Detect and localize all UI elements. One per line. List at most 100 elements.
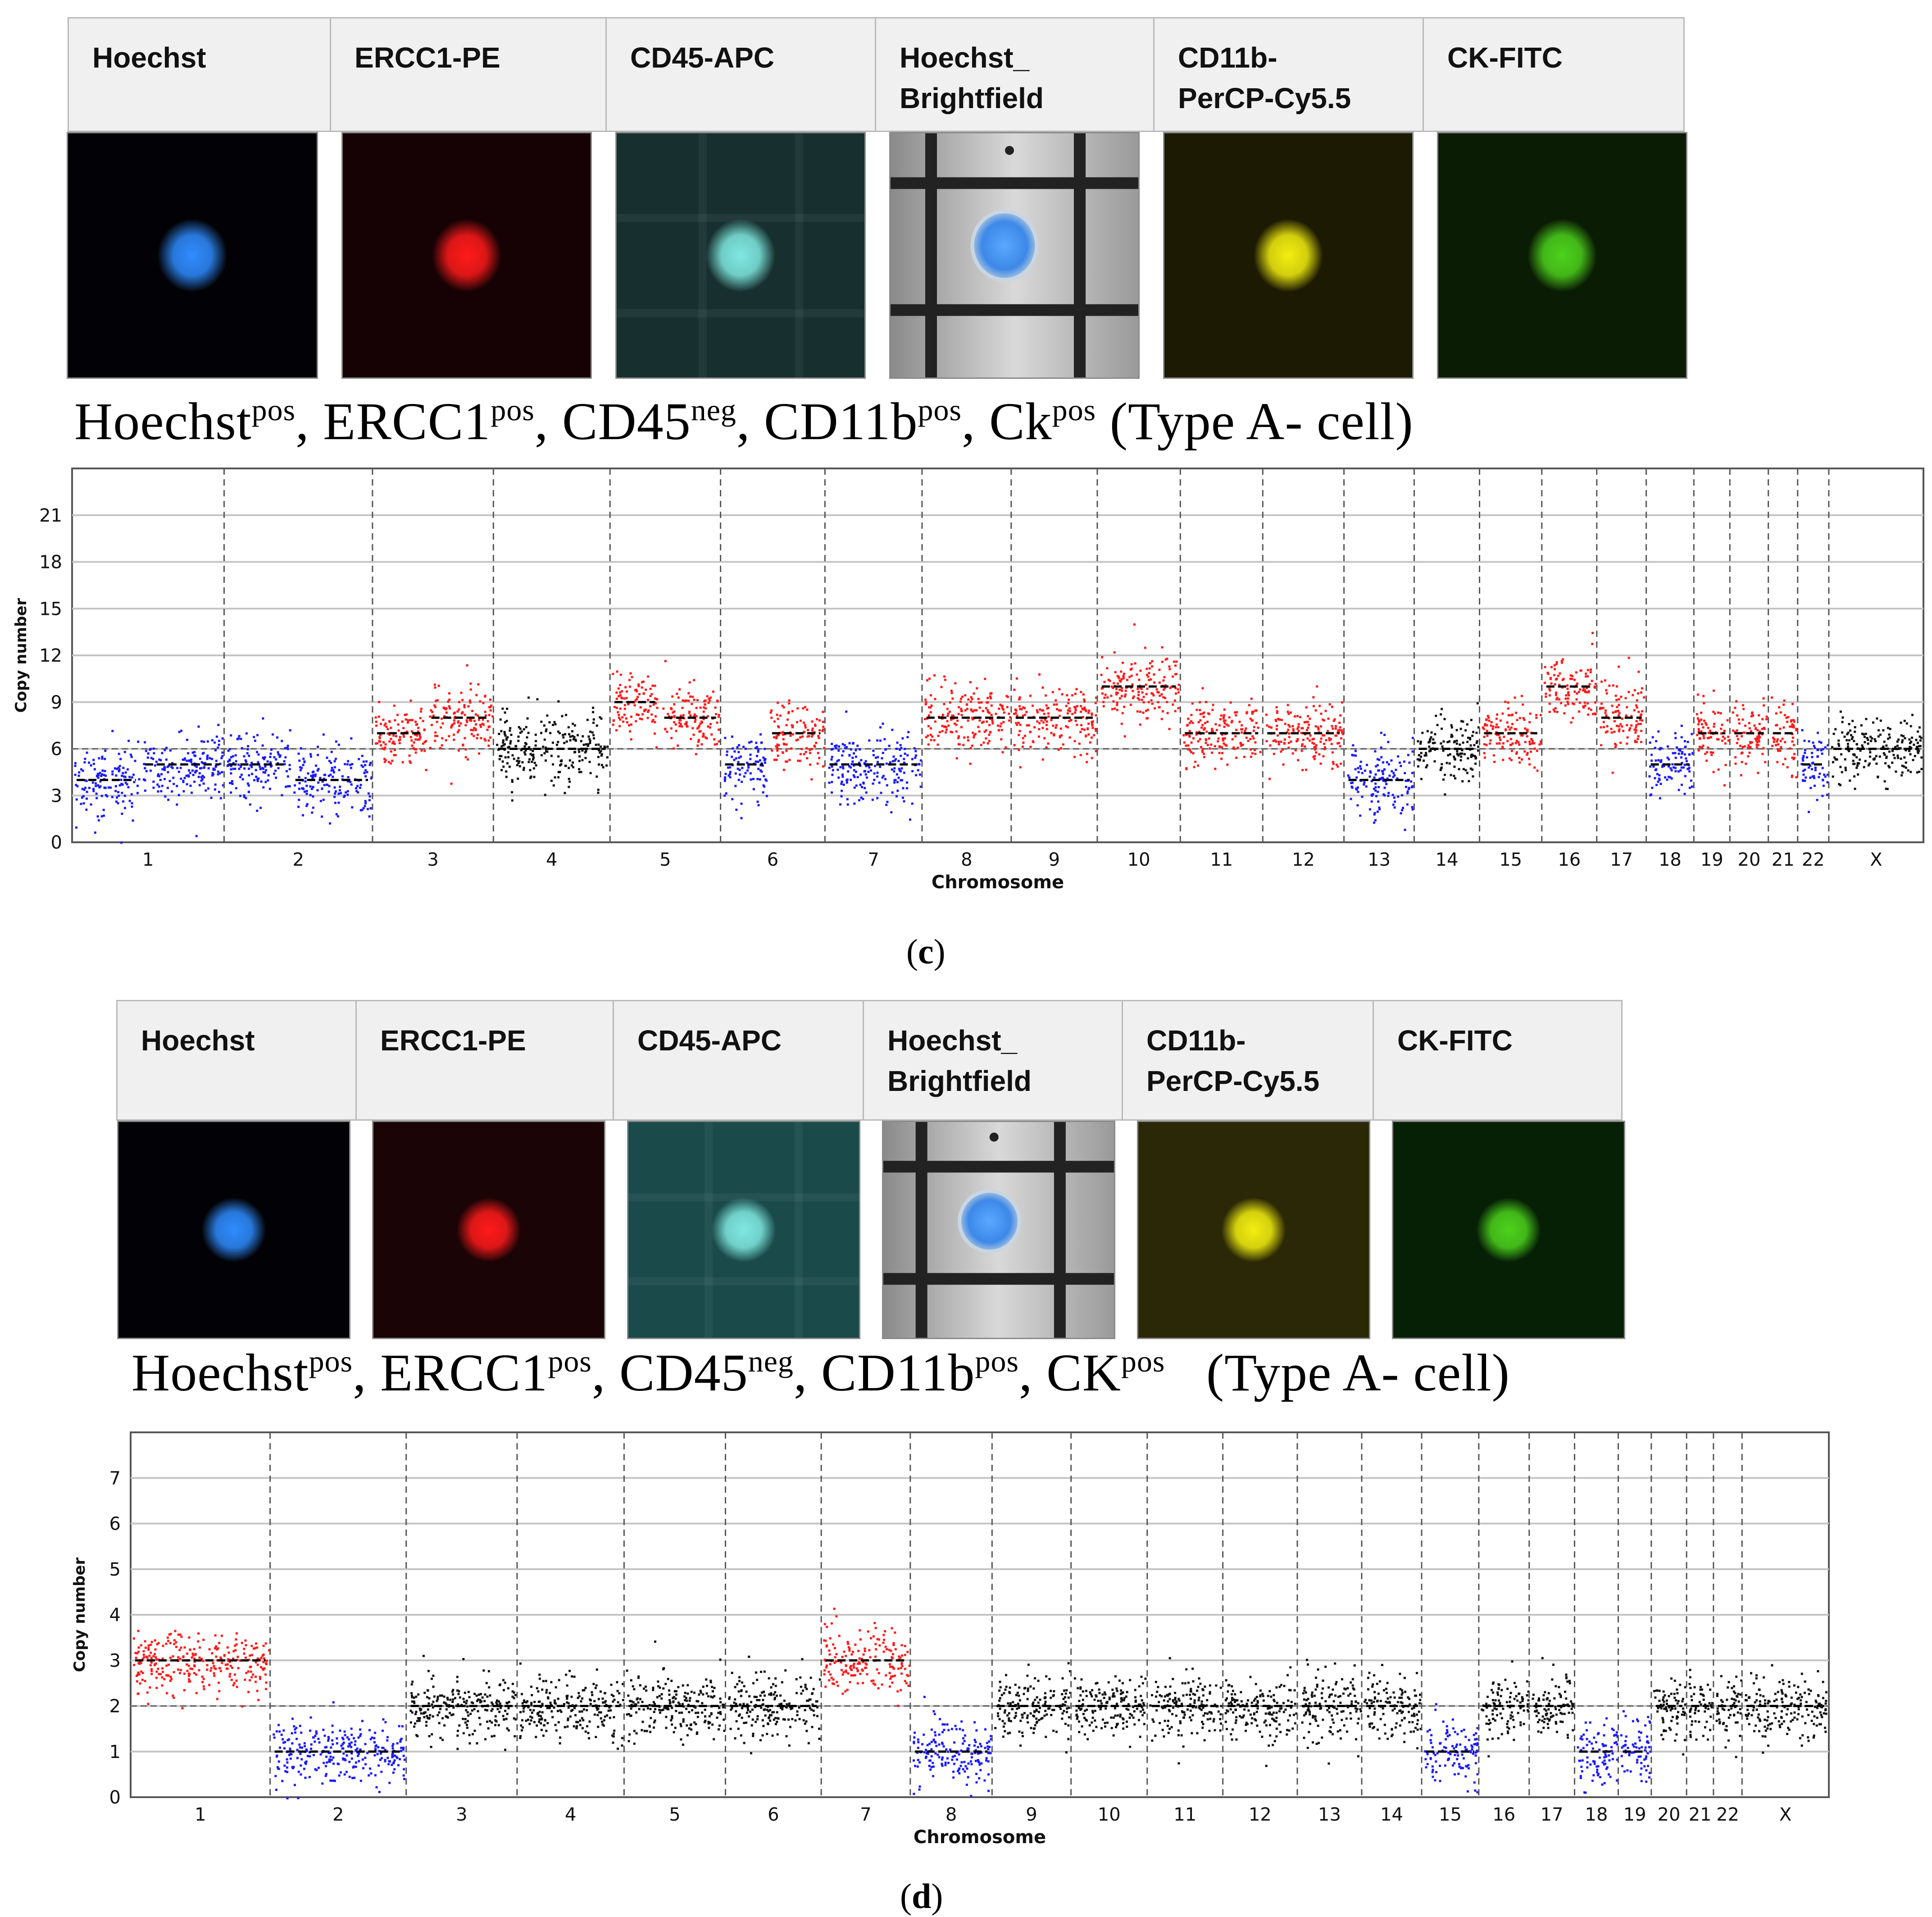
header-brightfield: Hoechst_ Brightfield [864, 1001, 1123, 1119]
marker-status: pos [491, 393, 535, 427]
marker-status: pos [548, 1344, 592, 1378]
cell-nucleus [957, 1189, 1022, 1254]
copy-number-chart: 0 1 2 3 4 5 6 7 1 2 3 4 5 6 7 8 9 10 11 12 13 14 15 16 17 18 19 20 2… [63, 1428, 1833, 1851]
y-tick-label: 6 [109, 1514, 121, 1535]
x-tick-label: 14 [1436, 849, 1459, 870]
x-tick-label: 8 [946, 1804, 957, 1825]
cell-image-row [67, 132, 1687, 379]
channel-header-row: Hoechst ERCC1-PE CD45-APC Hoechst_ Brigh… [116, 1000, 1623, 1121]
y-tick-label: 7 [109, 1468, 121, 1489]
cell-nucleus [157, 218, 227, 292]
y-axis-label: Copy number [12, 598, 30, 713]
cell-nucleus [1527, 218, 1597, 292]
x-tick-label: 7 [860, 1804, 871, 1825]
y-tick-label: 0 [109, 1787, 121, 1808]
ck-image [1437, 132, 1687, 379]
header-cd11b: CD11b- PerCP-Cy5.5 [1123, 1001, 1374, 1119]
x-tick-label: 15 [1499, 849, 1522, 870]
cell-nucleus [1476, 1197, 1541, 1263]
x-tick-label: 12 [1249, 1804, 1272, 1825]
cd11b-image [1163, 132, 1414, 379]
x-tick-label: 21 [1689, 1804, 1712, 1825]
marker-status: neg [748, 1344, 794, 1378]
x-tick-label: 4 [565, 1804, 576, 1825]
marker-name: CK [1046, 1343, 1121, 1402]
cell-nucleus [456, 1197, 521, 1263]
x-tick-label: 14 [1380, 1804, 1403, 1825]
x-tick-label: 6 [768, 1804, 779, 1825]
cell-nucleus [1221, 1197, 1286, 1263]
x-tick-label: 4 [546, 849, 557, 870]
y-axis-label: Copy number [71, 1557, 89, 1672]
x-tick-label: 19 [1623, 1804, 1646, 1825]
x-tick-label: 10 [1098, 1804, 1121, 1825]
cell-image-row [117, 1121, 1625, 1339]
x-tick-label: 20 [1738, 849, 1761, 870]
y-tick-label: 12 [39, 645, 62, 666]
x-tick-label: 5 [659, 849, 671, 870]
y-tick-label: 3 [109, 1650, 121, 1671]
hoechst-image [67, 132, 318, 379]
marker-status: pos [1121, 1344, 1165, 1378]
marker-name: CD11b [821, 1343, 975, 1402]
y-tick-label: 1 [109, 1742, 121, 1763]
cell-nucleus [201, 1197, 266, 1263]
y-tick-label: 2 [109, 1696, 121, 1717]
header-brightfield: Hoechst_ Brightfield [876, 18, 1155, 131]
y-tick-label: 15 [39, 599, 62, 619]
x-tick-label: 2 [332, 1804, 344, 1825]
x-tick-label: 16 [1558, 849, 1581, 870]
x-tick-label: 13 [1368, 849, 1391, 870]
x-tick-label: 22 [1716, 1804, 1739, 1825]
phenotype-label: Hoechstpos, ERCC1pos, CD45neg, CD11bpos,… [132, 1343, 1510, 1402]
x-tick-label: 9 [1026, 1804, 1037, 1825]
x-tick-label: 12 [1292, 849, 1315, 870]
header-hoechst: Hoechst [69, 18, 331, 131]
header-ck: CK-FITC [1447, 41, 1563, 74]
marker-name: ERCC1 [380, 1343, 548, 1402]
brightfield-image [882, 1121, 1115, 1339]
hoechst-image [117, 1121, 350, 1339]
phenotype-label: Hoechstpos, ERCC1pos, CD45neg, CD11bpos,… [74, 392, 1414, 451]
marker-name: CD45 [619, 1343, 748, 1402]
x-tick-label: 5 [669, 1804, 680, 1825]
y-tick-label: 0 [51, 832, 62, 853]
marker-name: Hoechst [74, 392, 252, 451]
cell-nucleus [1254, 218, 1323, 292]
x-tick-label: 1 [142, 849, 154, 870]
header-ercc1: ERCC1-PE [357, 1001, 614, 1119]
y-tick-label: 21 [39, 505, 62, 526]
x-tick-label: 1 [195, 1804, 206, 1825]
x-tick-label: 21 [1772, 849, 1795, 870]
header-ck: CK-FITC [1397, 1024, 1513, 1057]
x-tick-label: 17 [1610, 849, 1633, 870]
cd11b-image [1137, 1121, 1370, 1339]
channel-header-row: Hoechst ERCC1-PE CD45-APC Hoechst_ Brigh… [68, 17, 1685, 132]
marker-name: Hoechst [132, 1343, 309, 1402]
marker-name: Ck [989, 392, 1052, 451]
copy-number-chart: 0 3 6 9 12 15 18 21 1 2 3 4 5 6 7 8 9 10 11 12 13 14 15 16 17 18 1… [5, 464, 1928, 896]
x-tick-label: 15 [1439, 1804, 1462, 1825]
ercc1-image [341, 132, 592, 379]
cell-nucleus [970, 209, 1039, 282]
x-tick-label: 6 [767, 849, 778, 870]
x-tick-label: 22 [1802, 849, 1825, 870]
data-points [132, 1608, 1827, 1799]
x-tick-label: 11 [1210, 849, 1233, 870]
x-tick-label: 3 [456, 1804, 467, 1825]
x-tick-label: X [1779, 1804, 1791, 1825]
header-cd45: CD45-APC [614, 1001, 864, 1119]
x-tick-label: 20 [1658, 1804, 1681, 1825]
x-tick-label: 2 [293, 849, 304, 870]
marker-status: neg [691, 393, 736, 427]
x-axis-label: Chromosome [932, 872, 1064, 893]
header-ercc1: ERCC1-PE [331, 18, 607, 131]
x-tick-label: 3 [427, 849, 438, 870]
cell-type: (Type A- cell) [1109, 392, 1414, 451]
cell-type: (Type A- cell) [1206, 1343, 1510, 1402]
y-tick-label: 4 [109, 1605, 121, 1626]
y-tick-label: 3 [51, 786, 62, 806]
marker-status: pos [975, 1344, 1019, 1378]
cd45-image [615, 132, 866, 379]
ck-image [1392, 1121, 1625, 1339]
